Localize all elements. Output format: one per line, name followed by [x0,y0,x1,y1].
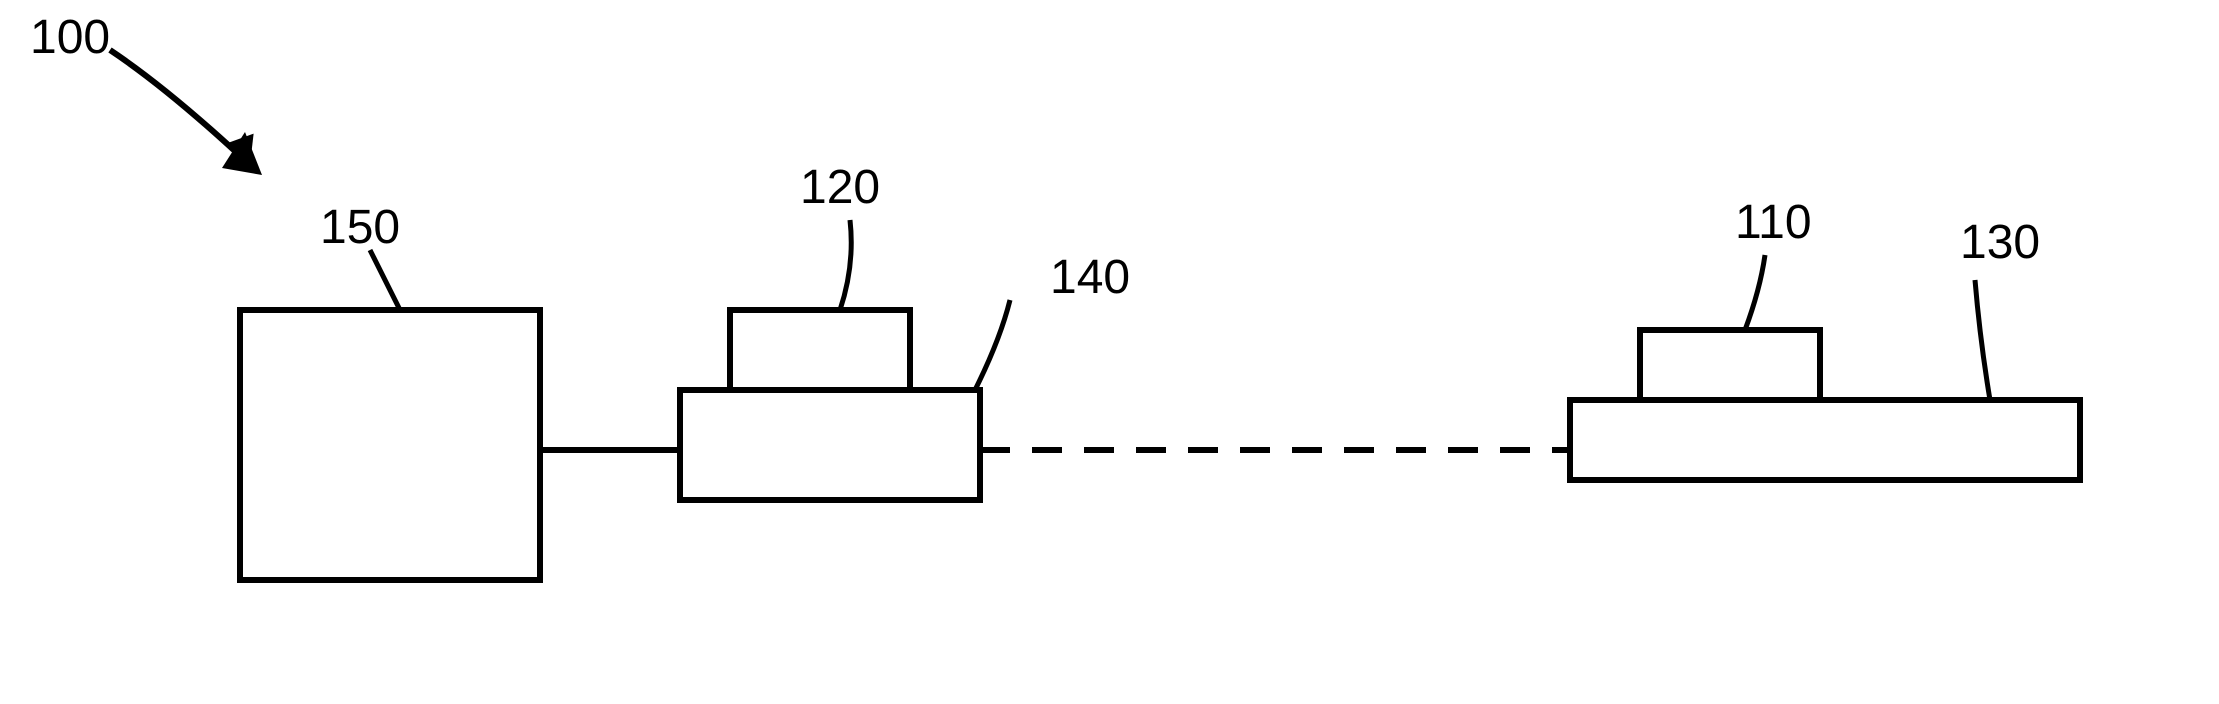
leader-140 [975,300,1010,390]
label-140: 140 [1050,250,1130,305]
arrow-100 [110,50,250,165]
diagram-svg [0,0,2219,704]
leader-110 [1745,255,1765,330]
block-130 [1570,400,2080,480]
leader-120 [840,220,851,310]
label-130: 130 [1960,215,2040,270]
label-150: 150 [320,200,400,255]
label-110: 110 [1735,195,1812,250]
block-120 [730,310,910,390]
block-150 [240,310,540,580]
arrow-100-head2 [222,132,262,175]
leader-130 [1975,280,1990,400]
block-110 [1640,330,1820,400]
label-100: 100 [30,10,110,65]
block-140 [680,390,980,500]
label-120: 120 [800,160,880,215]
leader-150 [370,250,400,310]
